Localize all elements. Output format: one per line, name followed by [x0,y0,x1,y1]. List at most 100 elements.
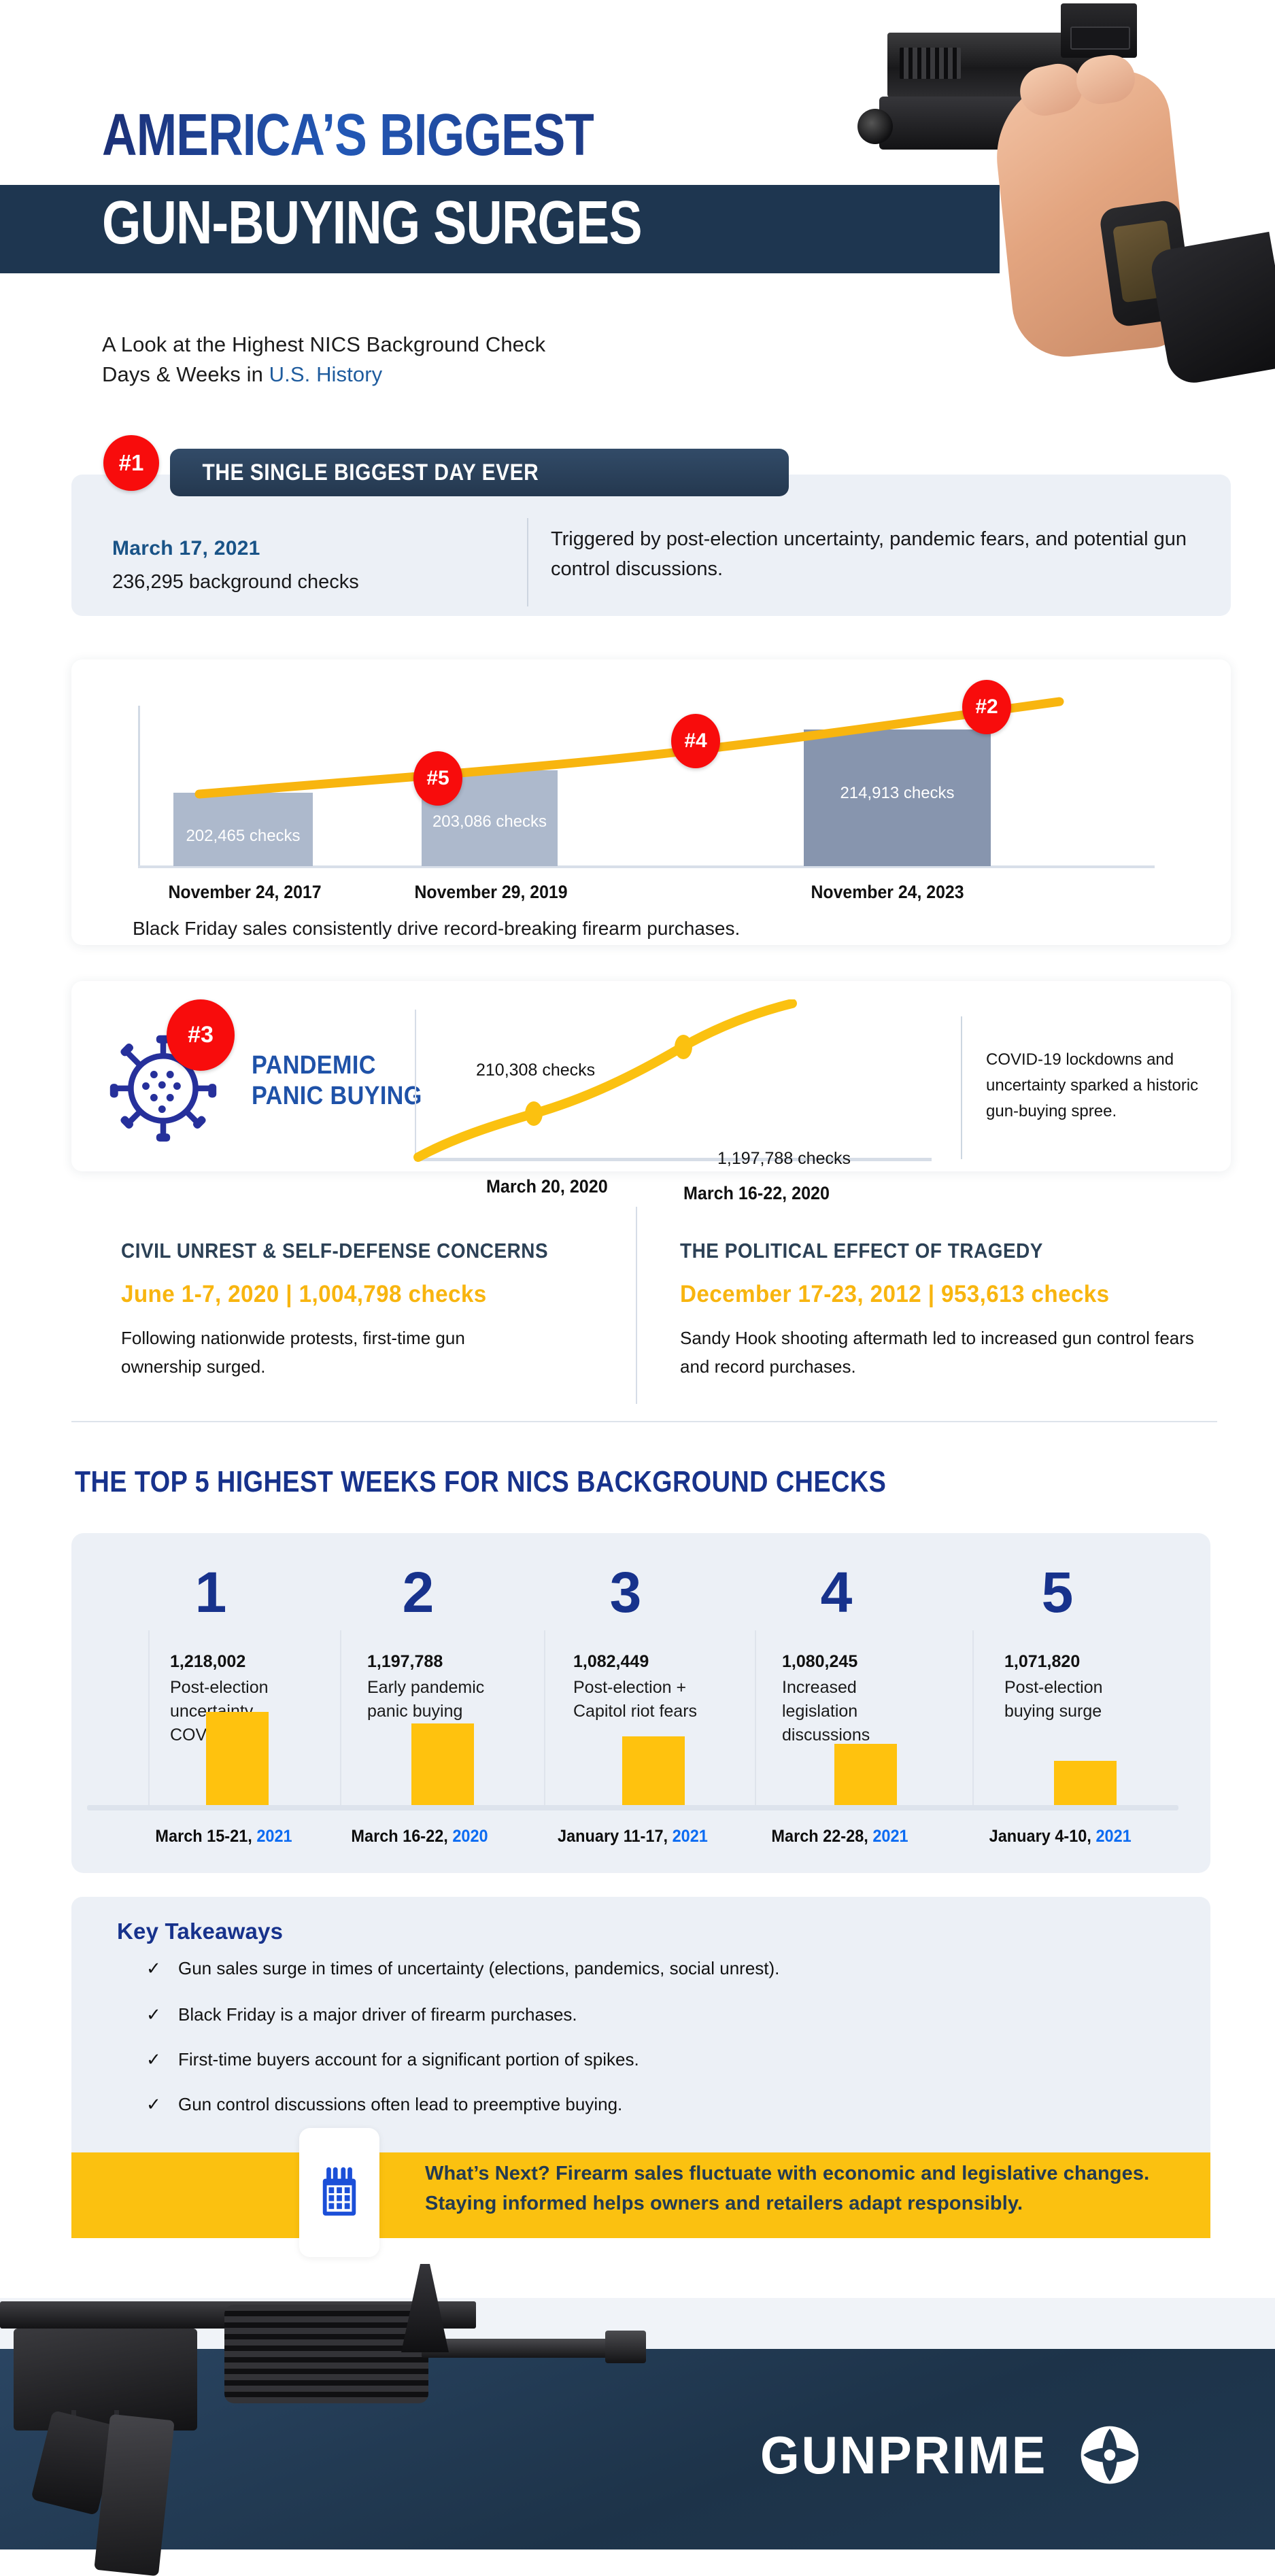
crosshair-circle-icon [1081,2426,1139,2484]
check-icon-3: ✓ [146,2049,161,2070]
top5-xlabel-5-year: 2021 [1095,1827,1132,1846]
check-icon-4: ✓ [146,2094,161,2114]
top5-card [71,1533,1210,1873]
top5-value-2: 1,197,788 [367,1652,443,1671]
rank-badge-5: #5 [413,751,462,806]
top5-separator-3 [544,1630,545,1806]
pandemic-point1-label: March 20, 2020 [486,1176,608,1197]
bf-bar-label-2: 214,913 checks [840,784,955,802]
civil-unrest-body: Following nationwide protests, first-tim… [121,1328,465,1377]
ribbon-label: THE SINGLE BIGGEST DAY EVER [202,459,539,485]
top5-xlabel-2-year: 2020 [452,1827,488,1846]
hero-navy-band [0,185,1000,273]
key-takeaway-2: Black Friday is a major driver of firear… [178,2004,577,2025]
pandemic-card [71,981,1231,1171]
top5-rank-1: 1 [194,1560,227,1624]
top5-xlabel-4: March 22-28, 2021 [771,1827,908,1847]
bf-x-axis [138,865,1155,868]
pandemic-y-axis [415,1010,416,1159]
top5-value-5: 1,071,820 [1004,1652,1081,1671]
bf-bar-0: 202,465 checks [173,793,313,866]
top5-xlabel-1-date: March 15-21, [155,1827,252,1846]
hero-subtitle-line2: Days & Weeks in [102,362,269,387]
top5-separator-1 [148,1630,150,1806]
check-icon-1: ✓ [146,1958,161,1978]
top5-rank-4: 4 [820,1560,853,1624]
top5-xlabel-5: January 4-10, 2021 [989,1827,1132,1847]
black-friday-note: Black Friday sales consistently drive re… [133,918,741,939]
rank-badge-2: #2 [962,680,1011,734]
top5-separator-5 [972,1630,974,1806]
pandemic-title-line2: PANIC BUYING [252,1081,422,1110]
top5-value-3: 1,082,449 [573,1652,649,1671]
top5-desc-4: Increased legislation discussions [782,1678,870,1745]
key-takeaway-4: Gun control discussions often lead to pr… [178,2094,623,2114]
rank-badge-4: #4 [671,714,720,768]
top5-xlabel-4-date: March 22-28, [771,1827,868,1846]
calendar-icon [322,2167,356,2216]
top5-xlabel-2-date: March 16-22, [351,1827,448,1846]
pistol-photo [799,0,1275,388]
card1-divider [527,518,528,606]
top5-desc-2: Early pandemic panic buying [367,1678,485,1721]
top5-desc-5: Post-election buying surge [1004,1678,1103,1721]
top5-bar-5 [1054,1761,1117,1805]
hero-subtitle-line1: A Look at the Highest NICS Background Ch… [102,332,546,356]
top5-xlabel-1: March 15-21, 2021 [155,1827,292,1847]
whats-next-text: What’s Next? Firearm sales fluctuate wit… [425,2163,1150,2215]
top5-xlabel-3-date: January 11-17, [558,1827,668,1846]
bf-y-axis [138,706,140,867]
top5-xlabel-3: January 11-17, 2021 [558,1827,708,1847]
section-rule [71,1421,1217,1422]
key-takeaways-card [71,1897,1210,2169]
biggest-day-description: Triggered by post-election uncertainty, … [551,528,1187,580]
whats-next-band [71,2152,1210,2238]
footer [0,2349,1275,2549]
top5-xlabel-5-date: January 4-10, [989,1827,1091,1846]
pandemic-point2-label: March 16-22, 2020 [683,1183,830,1203]
hero-subtitle-highlight: U.S. History [269,362,383,387]
bf-bar-2: 214,913 checks [804,729,991,866]
biggest-day-checks: 236,295 background checks [112,571,359,593]
political-effect-stat: December 17-23, 2012 | 953,613 checks [680,1281,1110,1307]
top5-xlabel-2: March 16-22, 2020 [351,1827,488,1847]
top5-desc-3: Post-election + Capitol riot fears [573,1678,698,1721]
single-biggest-day-card [71,475,1231,616]
key-takeaway-3: First-time buyers account for a signific… [178,2049,639,2070]
bf-bar-label-1: 203,086 checks [432,812,547,831]
brand-logo[interactable]: GUNPRIME [760,2424,1141,2486]
pandemic-line-chart [413,999,797,1162]
top5-title: THE TOP 5 HIGHEST WEEKS FOR NICS BACKGRO… [75,1465,887,1498]
pandemic-title-line1: PANDEMIC [252,1051,376,1080]
top5-rank-5: 5 [1041,1560,1074,1624]
pandemic-title: PANDEMIC PANIC BUYING [252,1050,422,1112]
civil-unrest-heading: CIVIL UNREST & SELF-DEFENSE CONCERNS [121,1239,549,1263]
hero-subtitle: A Look at the Highest NICS Background Ch… [102,330,545,390]
hero-section: AMERICA’S BIGGEST GUN-BUYING SURGES A Lo… [0,0,1275,435]
top5-bar-4 [834,1744,897,1805]
political-effect-body: Sandy Hook shooting aftermath led to inc… [680,1328,1194,1377]
pandemic-description: COVID-19 lockdowns and uncertainty spark… [986,1050,1199,1120]
civil-unrest-stat: June 1-7, 2020 | 1,004,798 checks [121,1281,487,1307]
pandemic-point2-checks: 1,197,788 checks [717,1149,851,1168]
hero-title-line1: AMERICA’S BIGGEST [102,102,594,168]
top5-value-4: 1,080,245 [782,1652,858,1671]
top5-separator-4 [755,1630,756,1806]
top5-baseline [87,1805,1178,1810]
key-takeaway-1: Gun sales surge in times of uncertainty … [178,1958,780,1978]
pandemic-point1-checks: 210,308 checks [476,1061,596,1080]
pandemic-divider [961,1016,962,1159]
key-takeaways-title: Key Takeaways [117,1919,284,1944]
bf-bar-label-0: 202,465 checks [186,827,301,845]
two-column-divider [636,1207,637,1404]
top5-bar-1 [206,1712,269,1805]
brand-name: GUNPRIME [760,2424,1048,2485]
rifle-photo [0,2264,762,2576]
bf-x-label-1: November 29, 2019 [414,882,568,902]
top5-bar-2 [411,1723,474,1805]
top5-xlabel-4-year: 2021 [872,1827,908,1846]
top5-xlabel-3-year: 2021 [672,1827,708,1846]
single-biggest-day-ribbon: THE SINGLE BIGGEST DAY EVER [170,449,789,496]
biggest-day-date: March 17, 2021 [112,537,260,560]
